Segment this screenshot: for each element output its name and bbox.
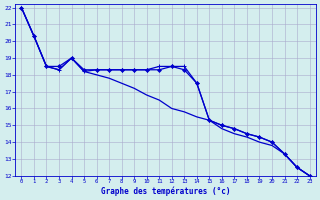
X-axis label: Graphe des températures (°c): Graphe des températures (°c) bbox=[101, 186, 230, 196]
